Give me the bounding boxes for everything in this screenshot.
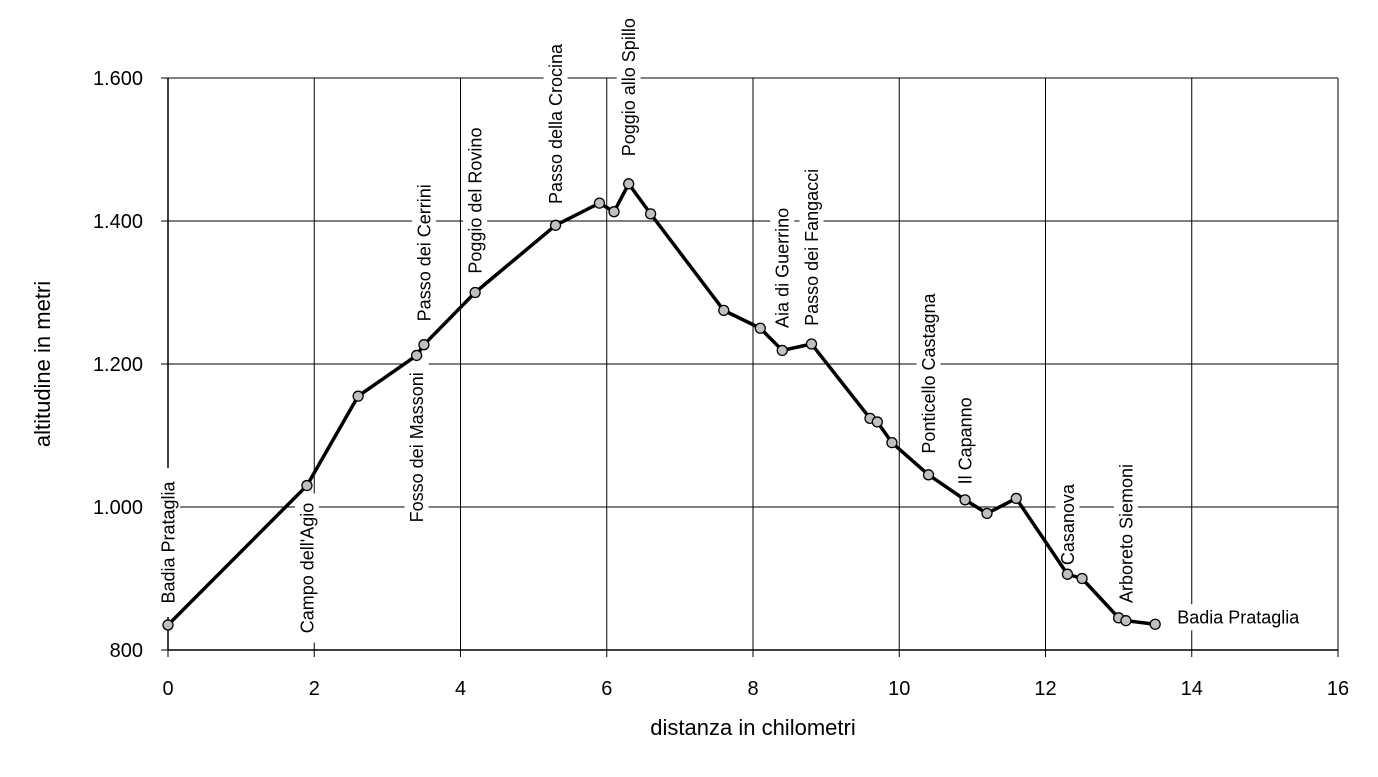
data-point [418, 339, 430, 351]
annotation-label: Fosso dei Massoni [407, 372, 427, 522]
x-tick-label: 12 [1034, 678, 1056, 700]
annotation-label: Passo dei Cerrini [414, 184, 434, 321]
y-tick-label: 1.000 [93, 497, 143, 519]
annotation-label: Passo dei Fangacci [802, 169, 822, 326]
annotation: Passo dei Cerrini [411, 168, 436, 337]
x-tick-label: 2 [309, 678, 320, 700]
annotation-bg [294, 493, 319, 643]
data-point [886, 436, 898, 449]
annotation-bg [543, 30, 568, 218]
data-point [1120, 615, 1132, 627]
x-tick-label: 6 [601, 678, 612, 700]
data-point [754, 322, 766, 334]
annotation: Ponticello Castagna [916, 280, 941, 467]
x-tick-label: 14 [1181, 678, 1203, 700]
annotation: Badia Prataglia [156, 467, 180, 617]
annotation: Fosso dei Massoni [404, 363, 429, 532]
annotation-bg [404, 363, 429, 532]
y-axis-title: altitudine in metri [30, 281, 55, 447]
annotation-bg [616, 0, 641, 176]
annotation: Poggio del Rovino [463, 116, 488, 285]
data-point [1061, 568, 1074, 580]
data-point [549, 219, 562, 231]
annotation-label: Poggio del Rovino [466, 128, 486, 274]
annotation-label: Arboreto Siemoni [1116, 464, 1136, 603]
annotation-label: Passo della Crocina [546, 43, 566, 204]
data-point [718, 304, 730, 317]
x-axis-title: distanza in chilometri [650, 715, 855, 740]
annotation: Casanova [1055, 483, 1080, 567]
data-point [623, 178, 635, 190]
data-point [644, 208, 657, 220]
data-point [805, 338, 818, 350]
annotation-label: Aia di Guerrino [773, 208, 793, 328]
y-tick-label: 800 [110, 640, 143, 662]
x-tick-label: 4 [455, 678, 466, 700]
annotation-labels: Badia Prataglia Campo dell'Agio Fosso dei … [156, 0, 1323, 643]
annotation-label: Poggio allo Spillo [619, 18, 639, 156]
y-tick-label: 1.400 [93, 211, 143, 233]
annotation: Arboreto Siemoni [1113, 454, 1138, 613]
annotation-bg [916, 280, 941, 467]
data-point [776, 344, 788, 357]
x-tick-label: 8 [747, 678, 758, 700]
series-markers [162, 178, 1161, 631]
data-point [469, 286, 481, 299]
data-point [1149, 618, 1161, 630]
data-point [959, 494, 971, 506]
annotation-label: Casanova [1058, 483, 1078, 565]
y-tick-label: 1.200 [93, 354, 143, 376]
annotation: Aia di Guerrino [770, 193, 795, 343]
annotation: Campo dell'Agio [294, 493, 319, 643]
annotation-bg [799, 158, 824, 336]
x-tick-label: 16 [1327, 678, 1349, 700]
annotation-bg [953, 389, 978, 492]
data-point [162, 619, 174, 631]
tick-labels: 0 2 4 6 8 10 12 14 16 800 1.000 1.200 1.400 1.600 [93, 68, 1349, 700]
grid-lines [161, 77, 1339, 657]
y-tick-label: 1.600 [93, 68, 143, 90]
annotation-bg [1173, 604, 1323, 631]
data-point [922, 469, 935, 481]
data-point [1076, 572, 1088, 585]
annotation: Poggio allo Spillo [616, 0, 641, 176]
data-point [593, 197, 606, 209]
annotation-label: Badia Prataglia [158, 480, 178, 603]
annotation-bg [770, 193, 795, 343]
data-point [871, 416, 883, 428]
annotation-label: Ponticello Castagna [919, 292, 939, 453]
data-point [301, 479, 313, 492]
data-point [981, 507, 993, 520]
annotation: Badia Prataglia [1173, 604, 1323, 631]
annotation-label: Campo dell'Agio [297, 503, 317, 634]
data-point [410, 349, 423, 362]
annotation-bg [156, 467, 180, 617]
x-tick-label: 0 [162, 678, 173, 700]
annotation-bg [1113, 454, 1138, 613]
annotation-label: Badia Prataglia [1177, 607, 1300, 627]
data-point [608, 206, 620, 218]
x-tick-label: 10 [888, 678, 910, 700]
data-point [352, 390, 364, 402]
annotation: Passo della Crocina [543, 30, 568, 218]
annotation-bg [1055, 483, 1080, 567]
annotation-bg [463, 116, 488, 285]
data-point [1010, 492, 1022, 505]
annotation-bg [411, 168, 436, 337]
annotation-label: Il Capanno [956, 397, 976, 484]
annotation: Il Capanno [953, 389, 978, 492]
annotation: Passo dei Fangacci [799, 158, 824, 336]
